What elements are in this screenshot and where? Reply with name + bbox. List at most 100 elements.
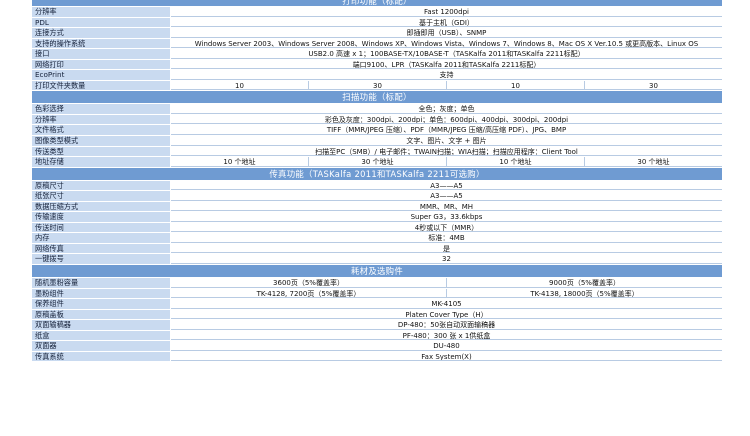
spec-values: 即插即用（USB）、SNMP: [171, 28, 722, 38]
spec-value: 30: [309, 80, 447, 91]
spec-value: 32: [171, 254, 722, 265]
spec-values: MMR、MR、MH: [171, 201, 722, 212]
spec-row: 原稿尺寸 A3——A5: [32, 180, 722, 192]
spec-label: 支持的操作系统: [32, 38, 171, 49]
spec-value: 扫描至PC（SMB）/ 电子邮件；TWAIN扫描；WIA扫描；扫描应用程序：Cl…: [171, 146, 722, 157]
spec-value: 端口9100、LPR（TASKalfa 2011和TASKalfa 2211标配…: [171, 59, 722, 70]
spec-label: 分辨率: [32, 7, 171, 17]
spec-value: 30 个地址: [585, 157, 722, 167]
spec-label: 原稿尺寸: [32, 180, 171, 191]
spec-row: 地址存储 10 个地址 30 个地址 10 个地址 30 个地址: [32, 157, 722, 168]
spec-row: 纸张尺寸 A3——A5: [32, 191, 722, 202]
spec-values: 支持: [171, 70, 722, 80]
spec-row: 连接方式 即插即用（USB）、SNMP: [32, 28, 722, 39]
spec-row: 文件格式 TIFF（MMR/JPEG 压缩）、PDF（MMR/JPEG 压缩/高压…: [32, 125, 722, 137]
spec-row: 色彩选择 全色；灰度；单色: [32, 104, 722, 115]
spec-row: 网络打印 端口9100、LPR（TASKalfa 2011和TASKalfa 22…: [32, 59, 722, 71]
spec-row: 传真系统 Fax System(X): [32, 351, 722, 363]
spec-label: EcoPrint: [32, 70, 171, 80]
spec-label: 纸张尺寸: [32, 191, 171, 201]
spec-row: EcoPrint 支持: [32, 70, 722, 81]
spec-value: DU-480: [171, 341, 722, 351]
spec-row: 原稿盖板 Platen Cover Type（H）: [32, 309, 722, 321]
spec-label: 传送时间: [32, 222, 171, 233]
spec-table: 打印功能（标配） 分辨率 Fast 1200dpi PDL 基于主机（GDI） 连接方式即…: [32, 0, 722, 363]
spec-value: 基于主机（GDI）: [171, 17, 722, 28]
spec-values: 32: [171, 254, 722, 265]
spec-row: 墨粉组件 TK-4128, 7200页（5%覆盖率） TK-4138, 18000页…: [32, 288, 722, 300]
spec-value: Super G3，33.6kbps: [171, 212, 722, 222]
spec-values: DP-480：50张自动双面输稿器: [171, 320, 722, 330]
spec-label: 打印文件夹数量: [32, 80, 171, 91]
spec-value: TIFF（MMR/JPEG 压缩）、PDF（MMR/JPEG 压缩/高压缩 PD…: [171, 125, 722, 136]
spec-row: 保养组件 MK-4105: [32, 299, 722, 310]
spec-values: 基于主机（GDI）: [171, 17, 722, 28]
spec-values: Platen Cover Type（H）: [171, 309, 722, 320]
spec-label: 保养组件: [32, 299, 171, 309]
section-header: 耗材及选购件: [32, 265, 722, 279]
spec-value: MMR、MR、MH: [171, 201, 722, 212]
spec-label: 传送类型: [32, 146, 171, 157]
spec-value: 支持: [171, 70, 722, 80]
spec-label: 传真系统: [32, 351, 171, 362]
spec-row: 双面器 DU-480: [32, 341, 722, 352]
spec-value: 全色；灰度；单色: [171, 104, 722, 114]
spec-value: 10 个地址: [447, 157, 585, 167]
spec-row: 内存 标准：4MB: [32, 233, 722, 244]
spec-value: MK-4105: [171, 299, 722, 309]
spec-value: 彩色及灰度：300dpi、200dpi；单色：600dpi、400dpi、300…: [171, 114, 722, 125]
spec-values: 彩色及灰度：300dpi、200dpi；单色：600dpi、400dpi、300…: [171, 114, 722, 125]
spec-row: 分辨率 Fast 1200dpi: [32, 7, 722, 18]
spec-row: 传送时间 4秒或以下（MMR）: [32, 222, 722, 234]
spec-value: Windows Server 2003、Windows Server 2008、…: [171, 38, 722, 49]
spec-row: 接口 USB2.0 高速 x 1；100BASE-TX/10BASE-T（TASK…: [32, 49, 722, 60]
spec-label: 地址存储: [32, 157, 171, 167]
spec-label: 双面器: [32, 341, 171, 351]
spec-value: Fax System(X): [171, 351, 722, 362]
spec-value: A3——A5: [171, 191, 722, 201]
spec-values: 端口9100、LPR（TASKalfa 2011和TASKalfa 2211标配…: [171, 59, 722, 70]
section-header: 传真功能（TASKalfa 2011和TASKalfa 2211可选购）: [32, 167, 722, 181]
spec-values: 全色；灰度；单色: [171, 104, 722, 114]
spec-value: TK-4128, 7200页（5%覆盖率）: [171, 288, 447, 299]
spec-values: 扫描至PC（SMB）/ 电子邮件；TWAIN扫描；WIA扫描；扫描应用程序：Cl…: [171, 146, 722, 157]
spec-row: 支持的操作系统 Windows Server 2003、Windows Serve…: [32, 38, 722, 50]
spec-values: USB2.0 高速 x 1；100BASE-TX/10BASE-T（TASKal…: [171, 49, 722, 59]
spec-value: DP-480：50张自动双面输稿器: [171, 320, 722, 330]
spec-values: MK-4105: [171, 299, 722, 309]
spec-value: TK-4138, 18000页（5%覆盖率）: [447, 288, 722, 299]
spec-row: 纸盒 PF-480：300 张 x 1供纸盒: [32, 330, 722, 342]
spec-label: 墨粉组件: [32, 288, 171, 299]
spec-value: 10: [171, 80, 309, 91]
spec-value: Fast 1200dpi: [171, 7, 722, 17]
spec-value: 9000页（5%覆盖率）: [447, 278, 722, 288]
spec-values: 文字、图片、文字 + 图片: [171, 136, 722, 146]
spec-values: 3600页（5%覆盖率） 9000页（5%覆盖率）: [171, 278, 722, 288]
spec-row: PDL 基于主机（GDI）: [32, 17, 722, 29]
spec-label: 双面输稿器: [32, 320, 171, 330]
spec-value: 4秒或以下（MMR）: [171, 222, 722, 233]
spec-values: A3——A5: [171, 191, 722, 201]
spec-value: A3——A5: [171, 180, 722, 191]
spec-value: Platen Cover Type（H）: [171, 309, 722, 320]
spec-values: 10 个地址 30 个地址 10 个地址 30 个地址: [171, 157, 722, 167]
spec-row: 分辨率 彩色及灰度：300dpi、200dpi；单色：600dpi、400dpi、…: [32, 114, 722, 126]
spec-row: 传送类型 扫描至PC（SMB）/ 电子邮件；TWAIN扫描；WIA扫描；扫描应用程…: [32, 146, 722, 158]
spec-label: 内存: [32, 233, 171, 243]
spec-row: 网络传真是: [32, 243, 722, 255]
spec-label: 纸盒: [32, 330, 171, 341]
section-header: 打印功能（标配）: [32, 0, 722, 7]
spec-label: 数据压缩方式: [32, 201, 171, 212]
spec-label: 文件格式: [32, 125, 171, 136]
spec-row: 数据压缩方式 MMR、MR、MH: [32, 201, 722, 213]
spec-value: 即插即用（USB）、SNMP: [171, 28, 722, 38]
spec-value: USB2.0 高速 x 1；100BASE-TX/10BASE-T（TASKal…: [171, 49, 722, 59]
spec-values: TK-4128, 7200页（5%覆盖率） TK-4138, 18000页（5%覆…: [171, 288, 722, 299]
spec-row: 双面输稿器 DP-480：50张自动双面输稿器: [32, 320, 722, 331]
spec-row: 图像类型模式 文字、图片、文字 + 图片: [32, 136, 722, 147]
spec-values: 4秒或以下（MMR）: [171, 222, 722, 233]
spec-value: 是: [171, 243, 722, 254]
spec-values: TIFF（MMR/JPEG 压缩）、PDF（MMR/JPEG 压缩/高压缩 PD…: [171, 125, 722, 136]
spec-value: 文字、图片、文字 + 图片: [171, 136, 722, 146]
spec-label: 网络打印: [32, 59, 171, 70]
